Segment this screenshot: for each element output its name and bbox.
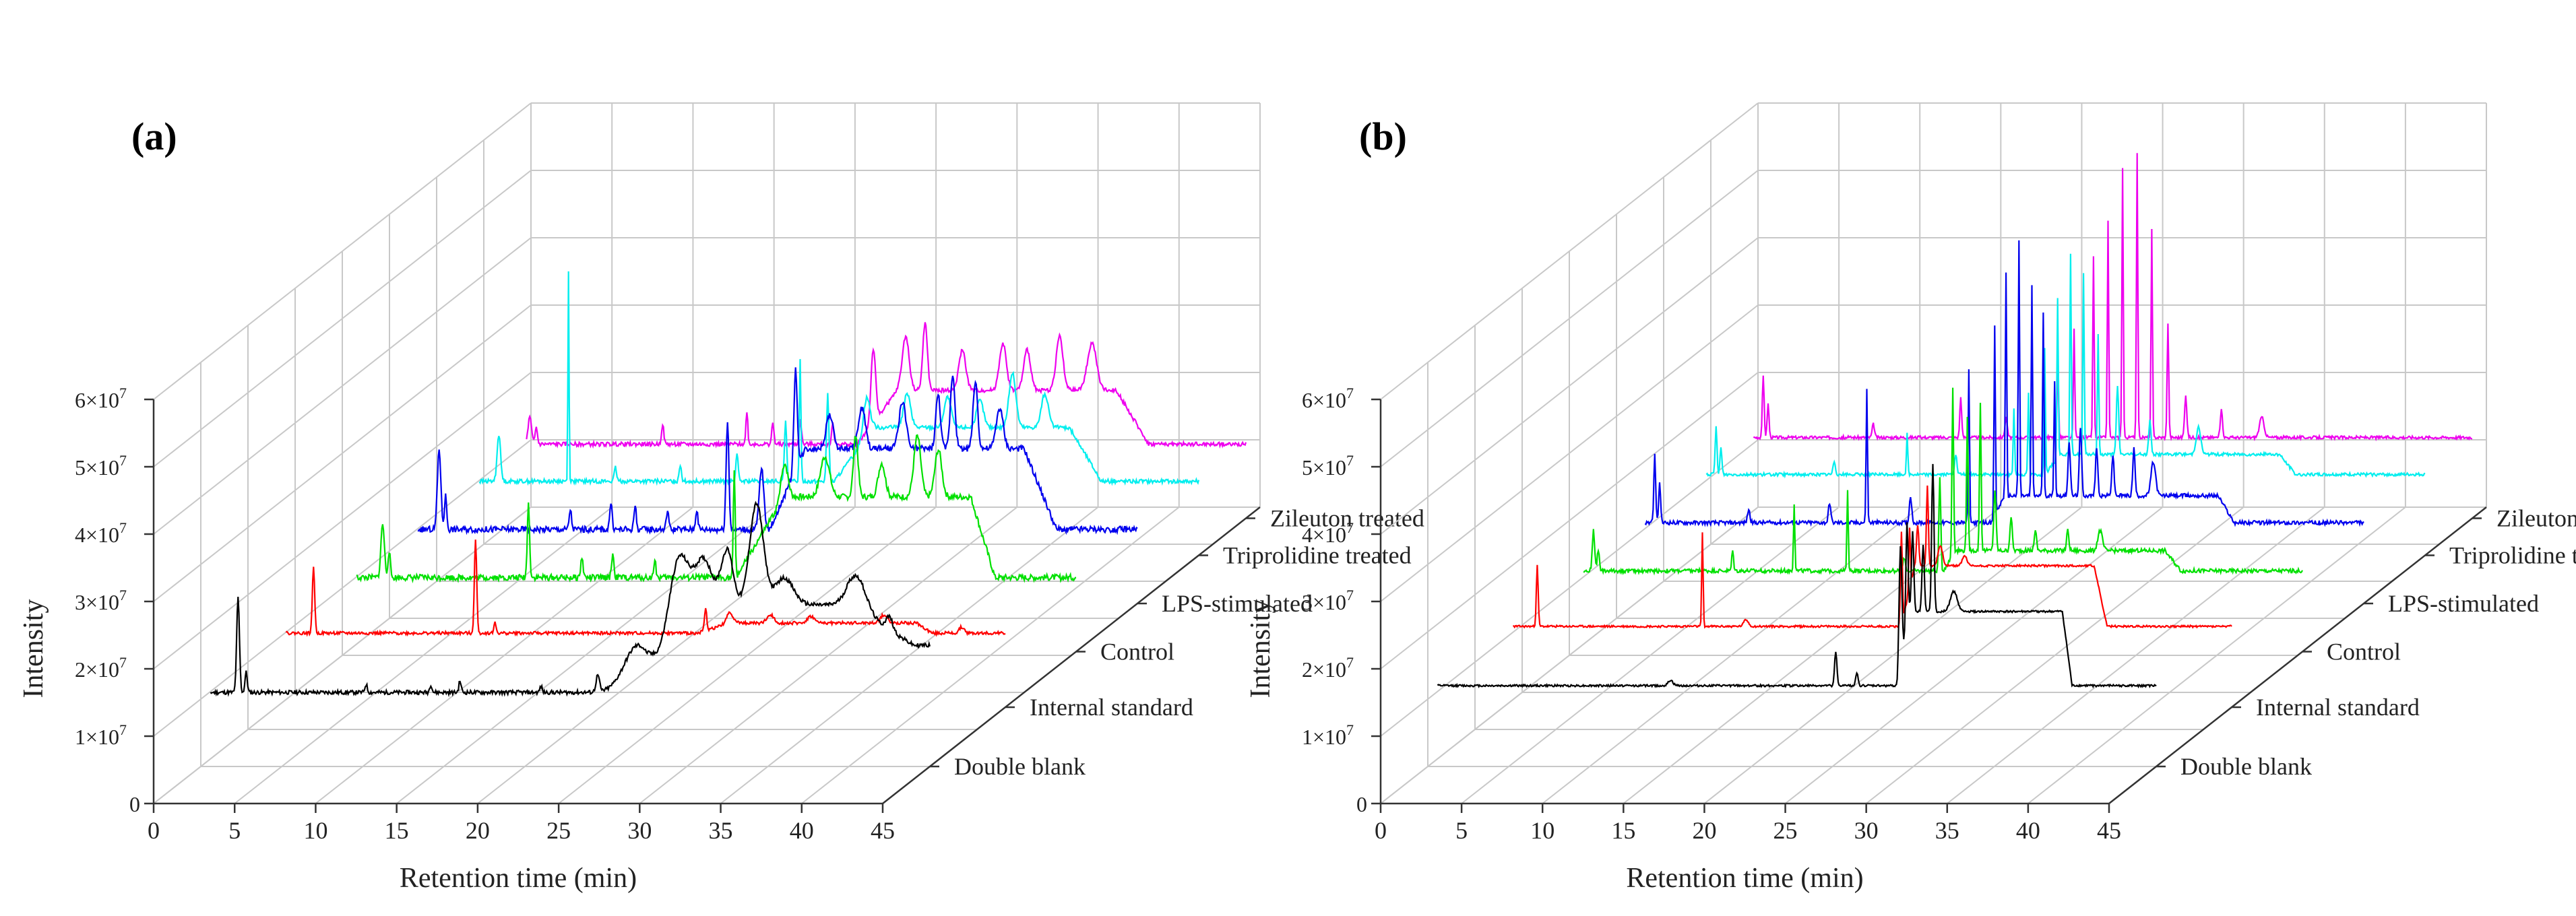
panel-label: (b) [1359,115,1407,158]
x-tick-label: 15 [1611,817,1635,844]
x-tick-label: 10 [1530,817,1554,844]
x-tick-label: 45 [2097,817,2121,844]
x-axis-title: Retention time (min) [1626,863,1863,894]
series-line-zileuton-treated [526,322,1247,449]
grid-line [153,170,532,467]
grid-line [1380,372,1759,669]
y-tick-label: 2×107 [1302,654,1354,682]
grid-line [1380,237,1759,535]
grid [153,102,1261,804]
z-axis [882,506,1261,804]
x-tick-label: 30 [627,817,652,844]
y-tick-label: 2×107 [75,654,127,682]
series-label: LPS-stimulated [1162,590,1313,617]
y-tick-label: 4×107 [1302,519,1354,547]
y-axis-title: Intensity [18,599,49,698]
panel-label: (a) [131,115,177,158]
y-tick-label: 0 [129,792,140,816]
x-tick-label: 15 [385,817,409,844]
grid-line [153,439,532,737]
x-tick-label: 5 [1455,817,1468,844]
grid-line [1380,439,1759,737]
x-tick-label: 35 [1935,817,1959,844]
x-tick-label: 20 [1692,817,1716,844]
axes: 0 5 10 15 20 25 30 35 40 45 0 1×107 2×107 3×107 4×107 5… [75,385,1424,844]
series-label: Double blank [2180,753,2312,780]
x-tick-label: 25 [1773,817,1798,844]
grid-line [153,372,532,669]
z-axis [2108,506,2487,804]
series-label: Zileuton treated [1270,505,1424,532]
y-tick-label: 3×107 [1302,587,1354,614]
y-tick-label: 0 [1356,792,1367,816]
series-label: LPS-stimulated [2388,590,2539,617]
y-tick-label: 1×107 [75,721,127,749]
x-axis-title: Retention time (min) [400,863,637,894]
series-label: Control [1100,639,1174,665]
grid [1380,102,2487,804]
x-tick-label: 0 [148,817,160,844]
series-label: Double blank [954,753,1086,780]
x-tick-label: 30 [1854,817,1879,844]
panel-b: 0 5 10 15 20 25 30 35 40 45 0 1×107 2×107 3×107 4×107 5… [1245,102,2576,894]
series-label: Internal standard [2256,694,2420,721]
y-tick-label: 4×107 [75,519,127,547]
series-label: Internal standard [1030,694,1193,721]
y-tick-label: 5×107 [75,452,127,480]
series-line-zileuton-treated [1753,153,2473,442]
series-line-triprolidine-treated [478,271,1200,486]
y-tick-label: 5×107 [1302,452,1354,480]
series-label: Zileuton treated [2496,505,2576,532]
y-tick-label: 6×107 [75,385,127,412]
grid-line [153,304,532,602]
y-tick-label: 3×107 [75,587,127,614]
series-line-internal-standard [285,539,1006,637]
x-tick-label: 35 [709,817,733,844]
x-tick-label: 20 [466,817,490,844]
series-label: Control [2327,639,2401,665]
grid-line [1380,170,1759,467]
grid-line [153,237,532,535]
series-line-double-blank [1437,463,2157,689]
axes: 0 5 10 15 20 25 30 35 40 45 0 1×107 2×107 3×107 4×107 5… [1302,385,2576,844]
x-tick-label: 0 [1375,817,1387,844]
x-tick-label: 45 [871,817,895,844]
series-line-lps-stimulated [417,367,1138,535]
x-tick-label: 5 [228,817,241,844]
y-axis-title: Intensity [1245,599,1276,698]
x-tick-label: 40 [790,817,814,844]
series-label: Triprolidine treated [2449,542,2576,569]
series-line-internal-standard [1513,485,2232,630]
x-tick-label: 40 [2016,817,2040,844]
x-tick-label: 10 [303,817,327,844]
y-tick-label: 1×107 [1302,721,1354,749]
grid-line [1380,102,1759,400]
y-tick-label: 6×107 [1302,385,1354,412]
series-line-lps-stimulated [1644,240,2364,528]
grid-line [153,102,532,400]
series-line-triprolidine-treated [1705,253,2426,479]
x-tick-label: 25 [546,817,571,844]
grid-line [1380,304,1759,602]
panel-a: 0 5 10 15 20 25 30 35 40 45 0 1×107 2×107 3×107 4×107 5… [18,102,1424,894]
series-line-double-blank [210,500,931,698]
